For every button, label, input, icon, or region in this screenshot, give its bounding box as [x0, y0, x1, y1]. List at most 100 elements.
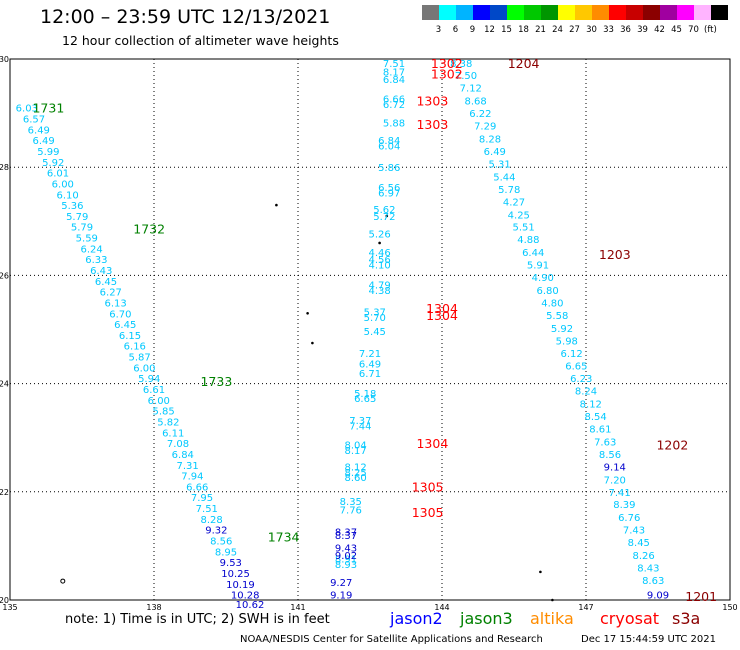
credit-line: NOAA/NESDIS Center for Satellite Applica…	[240, 634, 543, 645]
x-tick-label: 138	[146, 603, 161, 610]
legend-swatch	[609, 5, 626, 20]
wave-height-value: 6.33	[85, 255, 107, 266]
wave-height-value: 5.92	[42, 158, 64, 169]
wave-height-value: 9.14	[604, 462, 626, 473]
wave-height-value: 7.31	[176, 461, 198, 472]
wave-height-value: 5.79	[66, 212, 88, 223]
y-tick-label: 30	[0, 55, 9, 64]
wave-height-value: 6.00	[52, 179, 74, 190]
wave-height-value: 9.27	[330, 578, 352, 589]
wave-height-value: 9.02	[335, 551, 357, 562]
y-tick-label: 24	[0, 380, 9, 389]
wave-height-value: 8.38	[450, 59, 472, 70]
legend-swatch	[626, 5, 643, 20]
wave-height-value: 5.26	[368, 230, 390, 241]
island-mark	[378, 241, 381, 245]
wave-height-value: 6.43	[90, 266, 112, 277]
legend-swatch	[575, 5, 592, 20]
wave-height-value: 4.88	[517, 235, 539, 246]
pass-time-label: 1303	[416, 94, 448, 109]
legend-label: 45	[671, 25, 682, 35]
wave-height-value: 6.00	[148, 396, 170, 407]
island-mark	[551, 598, 554, 602]
legend-label: 24	[552, 25, 563, 35]
x-tick-label: 147	[578, 603, 593, 610]
wave-height-value: 6.66	[383, 94, 405, 105]
wave-height-value: 6.03	[16, 104, 38, 115]
wave-height-value: 8.91	[335, 554, 357, 565]
wave-height-value: 6.84	[172, 450, 194, 461]
wave-height-value: 6.13	[104, 298, 126, 309]
legend-swatch	[439, 5, 456, 20]
island-outline-mark	[60, 578, 66, 584]
wave-height-value: 5.91	[527, 261, 549, 272]
wave-height-value: 5.99	[37, 147, 59, 158]
pass-time-label: 1203	[599, 247, 631, 262]
pass-time-label: 1731	[32, 101, 64, 116]
x-tick-label: 141	[290, 603, 305, 610]
wave-height-value: 8.54	[584, 412, 606, 423]
wave-height-value: 10.28	[231, 591, 260, 602]
legend-swatch	[490, 5, 507, 20]
x-tick-label: 150	[722, 603, 737, 610]
wave-height-value: 6.10	[56, 190, 78, 201]
legend-swatch	[422, 5, 439, 20]
y-tick-label: 28	[0, 163, 9, 172]
wave-height-value: 6.45	[95, 277, 117, 288]
legend-label: 21	[535, 25, 546, 35]
wave-height-value: 8.56	[599, 450, 621, 461]
wave-height-map: 135 138 141 144 147 1502022242628306.036.576.…	[0, 55, 738, 610]
pass-time-label: 1305	[412, 479, 444, 494]
legend-label: 9	[469, 25, 476, 35]
wave-height-value: 7.37	[349, 416, 371, 427]
wave-height-value: 4.90	[532, 273, 554, 284]
wave-height-value: 9.43	[335, 544, 357, 555]
generated-timestamp: Dec 17 15:44:59 UTC 2021	[581, 634, 716, 645]
wave-height-value: 4.10	[368, 261, 390, 272]
wave-height-value: 5.44	[493, 172, 515, 183]
legend-swatch	[660, 5, 677, 20]
wave-height-value: 7.63	[594, 437, 616, 448]
wave-height-value: 6.16	[124, 342, 146, 353]
wave-height-value: 6.71	[359, 369, 381, 380]
wave-height-value: 5.87	[128, 353, 150, 364]
pass-time-label: 1303	[416, 117, 448, 132]
wave-height-value: 10.25	[221, 569, 250, 580]
wave-height-value: 6.23	[570, 374, 592, 385]
wave-height-value: 5.62	[373, 205, 395, 216]
wave-height-value: 5.92	[551, 324, 573, 335]
wave-height-value: 8.68	[464, 97, 486, 108]
wave-height-value: 9.19	[330, 591, 352, 602]
wave-height-value: 6.66	[186, 482, 208, 493]
wave-height-value: 4.79	[368, 281, 390, 292]
legend-swatch	[677, 5, 694, 20]
wave-height-value: 8.61	[589, 425, 611, 436]
legend-swatch	[541, 5, 558, 20]
pass-time-label: 1304	[416, 436, 448, 451]
wave-height-value: 7.51	[383, 59, 405, 70]
map-frame	[9, 58, 731, 601]
wave-height-value: 6.61	[143, 385, 165, 396]
wave-height-value: 7.12	[460, 84, 482, 95]
legend-swatch	[694, 5, 711, 20]
pass-time-label: 1204	[508, 56, 540, 71]
island-mark	[275, 203, 278, 207]
wave-height-value: 7.95	[191, 493, 213, 504]
legend-swatch	[524, 5, 541, 20]
wave-height-value: 8.45	[628, 538, 650, 549]
legend-swatch	[558, 5, 575, 20]
satellite-label-s3a: s3a	[672, 609, 701, 628]
legend-swatch	[507, 5, 524, 20]
color-legend: 3 6 9 12 15 18 21 24 27 30 33 36 39 42 45 70 (ft)	[422, 5, 728, 37]
island-mark	[539, 570, 542, 574]
legend-label: 42	[654, 25, 665, 35]
wave-height-value: 8.39	[613, 500, 635, 511]
wave-height-value: 6.45	[114, 320, 136, 331]
wave-height-value: 8.43	[637, 564, 659, 575]
pass-time-label: 1732	[133, 221, 165, 236]
wave-height-value: 10.19	[226, 580, 255, 591]
wave-height-value: 6.15	[119, 331, 141, 342]
pass-time-label: 1734	[268, 530, 300, 545]
legend-swatch	[473, 5, 490, 20]
wave-height-value: 8.12	[580, 400, 602, 411]
